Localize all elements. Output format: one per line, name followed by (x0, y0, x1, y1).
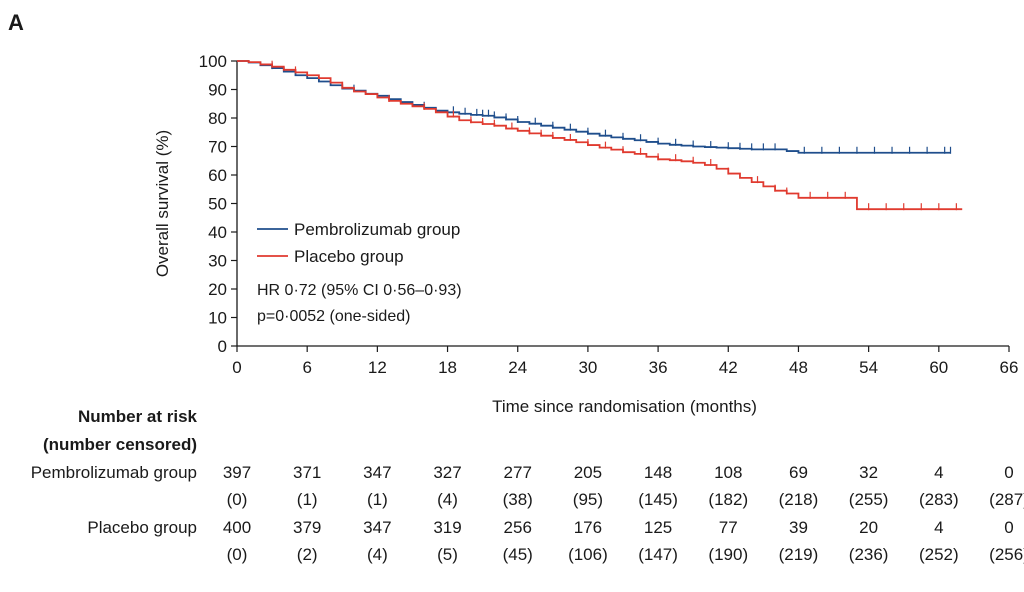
risk-at-risk-value: 277 (504, 463, 532, 482)
risk-at-risk-value: 256 (504, 518, 532, 537)
x-tick-label: 48 (789, 358, 808, 377)
risk-censored-value: (38) (503, 490, 533, 509)
series-layer (237, 60, 963, 211)
risk-at-risk-value: 39 (789, 518, 808, 537)
risk-censored-value: (147) (638, 545, 678, 564)
risk-censored-value: (283) (919, 490, 959, 509)
risk-at-risk-value: 400 (223, 518, 251, 537)
risk-at-risk-value: 0 (1004, 463, 1013, 482)
risk-heading-line1: Number at risk (78, 407, 198, 426)
risk-censored-value: (219) (779, 545, 819, 564)
risk-censored-value: (4) (437, 490, 458, 509)
x-tick-label: 36 (649, 358, 668, 377)
risk-censored-value: (45) (503, 545, 533, 564)
risk-censored-value: (145) (638, 490, 678, 509)
risk-censored-value: (0) (227, 490, 248, 509)
legend-label-placebo: Placebo group (294, 247, 404, 266)
risk-at-risk-value: 77 (719, 518, 738, 537)
panel-label: A (8, 10, 24, 35)
risk-censored-value: (0) (227, 545, 248, 564)
x-tick-label: 18 (438, 358, 457, 377)
risk-at-risk-value: 4 (934, 518, 943, 537)
risk-censored-value: (106) (568, 545, 608, 564)
risk-at-risk-value: 176 (574, 518, 602, 537)
y-tick-label: 0 (218, 337, 227, 356)
risk-at-risk-value: 371 (293, 463, 321, 482)
x-tick-label: 0 (232, 358, 241, 377)
risk-at-risk-value: 347 (363, 463, 391, 482)
risk-at-risk-value: 20 (859, 518, 878, 537)
p-value-text: p=0·0052 (one-sided) (257, 308, 410, 325)
y-tick-label: 80 (208, 109, 227, 128)
risk-row-label-placebo: Placebo group (87, 518, 197, 537)
y-tick-label: 20 (208, 280, 227, 299)
legend: Pembrolizumab group Placebo group (257, 220, 460, 266)
risk-censored-value: (1) (297, 490, 318, 509)
y-tick-label: 100 (199, 52, 227, 71)
y-axis-title: Overall survival (%) (153, 130, 172, 277)
risk-at-risk-value: 319 (433, 518, 461, 537)
legend-label-pembrolizumab: Pembrolizumab group (294, 220, 460, 239)
risk-censored-value: (252) (919, 545, 959, 564)
risk-censored-value: (190) (708, 545, 748, 564)
y-tick-label: 60 (208, 166, 227, 185)
risk-censored-value: (287) (989, 490, 1024, 509)
risk-at-risk-value: 108 (714, 463, 742, 482)
risk-at-risk-value: 205 (574, 463, 602, 482)
axes: 0 10 20 30 40 50 60 70 80 90 100 0 6 12 18 24 30 36 42 48 54… (153, 52, 1018, 416)
risk-at-risk-value: 0 (1004, 518, 1013, 537)
risk-at-risk-value: 69 (789, 463, 808, 482)
risk-at-risk-value: 32 (859, 463, 878, 482)
risk-table: Number at risk (number censored) Pembroliz… (31, 407, 1024, 564)
series-line-pembrolizumab (237, 60, 951, 154)
y-tick-label: 10 (208, 309, 227, 328)
risk-at-risk-value: 347 (363, 518, 391, 537)
risk-at-risk-value: 4 (934, 463, 943, 482)
x-tick-label: 54 (859, 358, 878, 377)
risk-at-risk-value: 379 (293, 518, 321, 537)
x-tick-label: 12 (368, 358, 387, 377)
risk-censored-value: (255) (849, 490, 889, 509)
x-tick-label: 24 (508, 358, 527, 377)
risk-at-risk-value: 148 (644, 463, 672, 482)
x-tick-label: 30 (578, 358, 597, 377)
risk-at-risk-value: 327 (433, 463, 461, 482)
risk-censored-value: (218) (779, 490, 819, 509)
risk-censored-value: (4) (367, 545, 388, 564)
annotations: HR 0·72 (95% CI 0·56–0·93) p=0·0052 (one-… (257, 282, 462, 325)
x-axis-title: Time since randomisation (months) (492, 397, 757, 416)
x-tick-label: 42 (719, 358, 738, 377)
risk-at-risk-value: 397 (223, 463, 251, 482)
risk-censored-value: (256) (989, 545, 1024, 564)
risk-heading-line2: (number censored) (43, 435, 197, 454)
risk-row-label-pembrolizumab: Pembrolizumab group (31, 463, 197, 482)
risk-censored-value: (2) (297, 545, 318, 564)
y-tick-label: 90 (208, 81, 227, 100)
risk-censored-value: (5) (437, 545, 458, 564)
y-tick-label: 40 (208, 223, 227, 242)
y-tick-label: 30 (208, 252, 227, 271)
y-tick-label: 70 (208, 138, 227, 157)
hazard-ratio-text: HR 0·72 (95% CI 0·56–0·93) (257, 282, 462, 299)
risk-censored-value: (182) (708, 490, 748, 509)
x-tick-label: 66 (1000, 358, 1019, 377)
y-tick-label: 50 (208, 195, 227, 214)
x-tick-label: 60 (929, 358, 948, 377)
risk-censored-value: (95) (573, 490, 603, 509)
risk-censored-value: (236) (849, 545, 889, 564)
risk-at-risk-value: 125 (644, 518, 672, 537)
risk-censored-value: (1) (367, 490, 388, 509)
x-tick-label: 6 (302, 358, 311, 377)
